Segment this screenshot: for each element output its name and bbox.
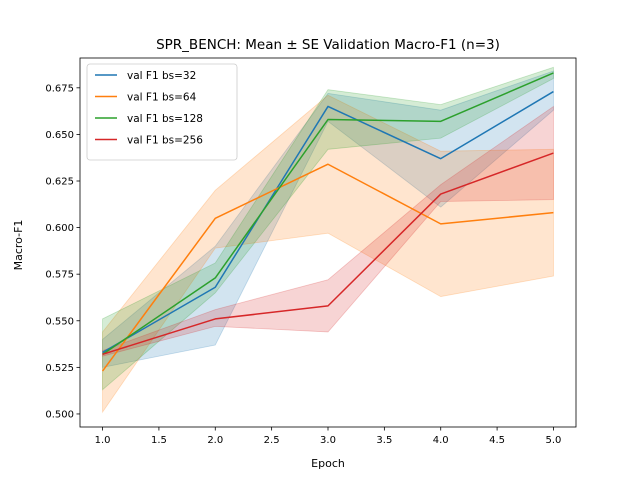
y-axis: 0.500 0.525 0.550 0.575 0.600 0.625 0.650 0.675	[45, 83, 80, 420]
chart-title: SPR_BENCH: Mean ± SE Validation Macro-F1…	[156, 37, 500, 53]
legend-label-series-1: val F1 bs=32	[127, 70, 196, 82]
legend-label-series-4: val F1 bs=256	[127, 135, 203, 147]
x-tick-label: 4.0	[433, 435, 449, 446]
legend: val F1 bs=32 val F1 bs=64 val F1 bs=128 val…	[87, 64, 237, 160]
x-axis-title: Epoch	[311, 457, 345, 470]
legend-label-series-2: val F1 bs=64	[127, 92, 197, 104]
x-axis: 1.0 1.5 2.0 2.5 3.0 3.5 4.0 4.5 5.0	[95, 427, 562, 446]
x-tick-label: 1.0	[95, 435, 111, 446]
legend-label-series-3: val F1 bs=128	[127, 113, 203, 125]
y-tick-label: 0.575	[45, 270, 74, 281]
y-tick-label: 0.675	[45, 83, 74, 94]
y-tick-label: 0.650	[45, 130, 74, 141]
x-tick-label: 5.0	[546, 435, 562, 446]
y-tick-label: 0.600	[45, 223, 74, 234]
x-tick-label: 2.5	[264, 435, 280, 446]
x-tick-label: 1.5	[151, 435, 167, 446]
x-tick-label: 4.5	[489, 435, 505, 446]
y-axis-title: Macro-F1	[12, 220, 25, 271]
x-tick-label: 3.5	[376, 435, 392, 446]
x-tick-label: 3.0	[320, 435, 336, 446]
y-tick-label: 0.500	[45, 409, 74, 420]
y-tick-label: 0.525	[45, 363, 74, 374]
y-tick-label: 0.550	[45, 316, 74, 327]
x-tick-label: 2.0	[207, 435, 223, 446]
y-tick-label: 0.625	[45, 177, 74, 188]
